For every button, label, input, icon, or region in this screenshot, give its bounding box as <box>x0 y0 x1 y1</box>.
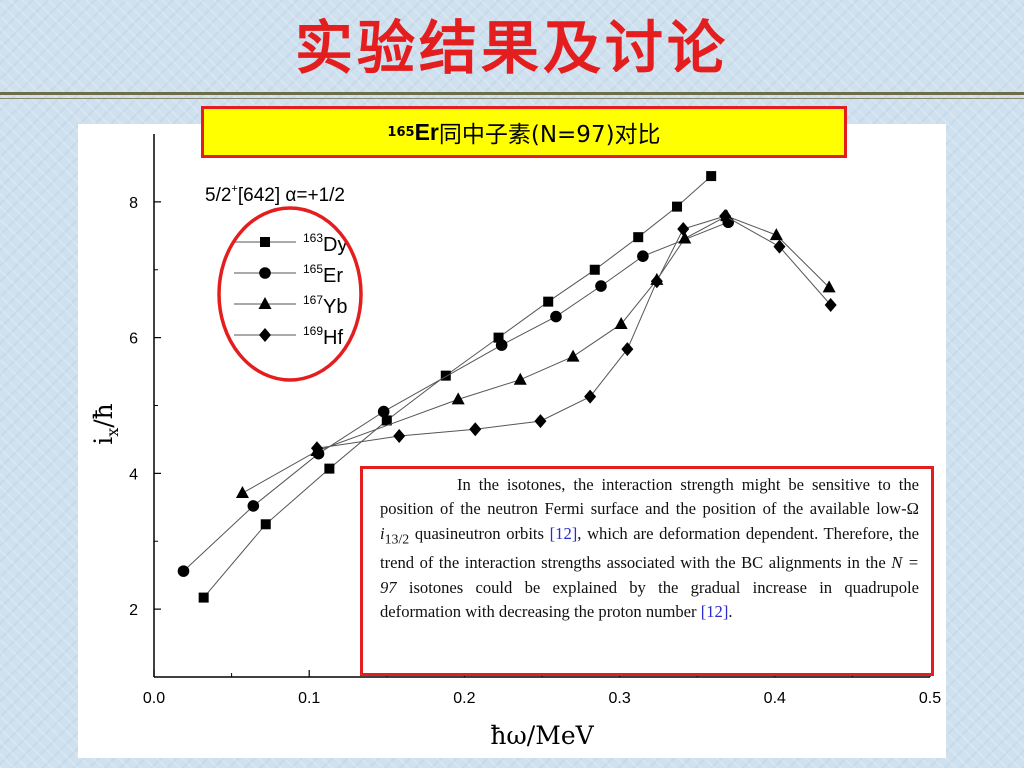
y-tick-label: 4 <box>129 466 138 483</box>
y-tick-label: 6 <box>129 331 138 348</box>
y-tick-label: 2 <box>129 602 138 619</box>
y-tick-label: 8 <box>129 195 138 212</box>
quote-citation-2[interactable]: [12] <box>700 601 729 621</box>
x-tick-label: 0.2 <box>453 690 475 707</box>
data-point-triangle <box>822 280 836 293</box>
data-point-square <box>672 201 683 212</box>
data-point-diamond <box>310 441 323 456</box>
data-point-triangle <box>614 317 628 330</box>
quote-part-5: . <box>728 601 733 621</box>
data-point-triangle <box>513 372 527 385</box>
y-axis-label: ix/ħ <box>89 403 122 445</box>
data-point-triangle <box>678 231 692 244</box>
x-tick-label: 0.3 <box>608 690 630 707</box>
x-tick-label: 0.4 <box>764 690 786 707</box>
data-point-square <box>381 415 392 426</box>
quote-part-1: In the isotones, the interaction strengt… <box>380 475 919 519</box>
subtitle-element: Er <box>414 118 439 145</box>
legend-marker-diamond <box>259 328 271 342</box>
page-title: 实验结果及讨论 <box>294 14 729 82</box>
data-point-diamond <box>824 298 837 313</box>
data-point-square <box>589 264 600 275</box>
legend-marker-circle <box>259 267 271 279</box>
data-point-square <box>543 296 554 307</box>
data-point-square <box>493 332 504 343</box>
series-dy <box>198 171 717 603</box>
chart-subtitle: 165 Er 同中子素(N=97)对比 <box>201 106 847 158</box>
data-point-diamond <box>719 209 732 224</box>
data-point-diamond <box>393 429 406 444</box>
data-point-circle <box>595 280 607 292</box>
data-point-circle <box>177 565 190 577</box>
quote-orbit-sub: 13/2 <box>384 530 410 546</box>
x-tick-label: 0.5 <box>919 690 941 707</box>
data-point-triangle <box>235 486 249 499</box>
series-line <box>316 215 832 449</box>
data-point-square <box>440 370 451 381</box>
quote-text: In the isotones, the interaction strengt… <box>380 473 919 624</box>
data-point-diamond <box>621 342 634 357</box>
quote-part-2: quasineutron orbits <box>409 523 550 543</box>
data-point-circle <box>377 405 390 418</box>
data-point-diamond <box>469 422 482 437</box>
quote-box: In the isotones, the interaction strengt… <box>360 466 934 676</box>
data-point-diamond <box>534 414 547 429</box>
title-divider <box>0 92 1024 95</box>
data-point-circle <box>550 310 562 323</box>
quote-part-4: isotones could be explained by the gradu… <box>380 577 919 621</box>
legend-label: 167Yb <box>303 293 348 318</box>
data-point-circle <box>637 250 649 262</box>
chart: 0.0 0.1 0.2 0.3 0.4 0.5 2 4 6 8 ħω/MeV ix/ħ 5/2+[642… <box>89 134 941 750</box>
data-point-diamond <box>677 222 690 237</box>
legend-label: 163Dy <box>303 231 347 256</box>
data-point-diamond <box>650 274 663 289</box>
legend: 163Dy 165Er 167Yb 169Hf <box>234 231 348 349</box>
quote-n-expression: N = 97 <box>380 553 920 597</box>
data-point-diamond <box>773 239 786 254</box>
x-axis-label: ħω/MeV <box>490 721 594 750</box>
data-point-square <box>633 232 644 243</box>
data-point-circle <box>495 339 508 351</box>
quote-orbit: i <box>380 523 385 543</box>
legend-marker-square <box>260 237 270 247</box>
chart-annotation: 5/2+[642] α=+1/2 <box>205 183 345 206</box>
data-point-circle <box>247 500 260 512</box>
title-divider-thin <box>0 98 1024 99</box>
data-point-triangle <box>769 228 783 241</box>
subtitle-mass-number: 165 <box>387 124 415 140</box>
data-point-diamond <box>584 389 597 404</box>
series-hf <box>310 209 837 456</box>
legend-highlight-ellipse <box>217 206 363 382</box>
quote-part-3: , which are deformation dependent. There… <box>380 523 919 573</box>
x-tick-label: 0.0 <box>143 690 165 707</box>
data-point-square <box>706 171 717 182</box>
quote-citation-1[interactable]: [12] <box>549 523 578 543</box>
data-point-square <box>324 463 335 474</box>
data-point-square <box>260 519 271 530</box>
data-point-triangle <box>566 349 580 362</box>
legend-marker-triangle <box>258 297 272 309</box>
legend-label: 169Hf <box>303 324 343 349</box>
data-point-triangle <box>451 392 465 405</box>
subtitle-text: 同中子素(N=97)对比 <box>438 122 661 148</box>
series-line <box>242 215 830 494</box>
legend-label: 165Er <box>303 262 343 287</box>
data-point-square <box>198 592 209 603</box>
x-tick-label: 0.1 <box>298 690 320 707</box>
